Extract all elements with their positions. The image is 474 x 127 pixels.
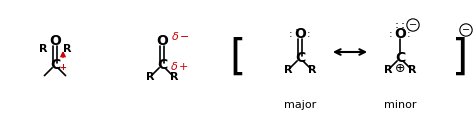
Text: .: . xyxy=(395,19,399,31)
Text: R: R xyxy=(39,44,47,54)
Text: ]: ] xyxy=(452,37,468,79)
Text: O: O xyxy=(394,27,406,41)
Text: O: O xyxy=(156,34,168,48)
Text: C: C xyxy=(395,51,405,65)
Text: C: C xyxy=(157,58,167,72)
Text: −: − xyxy=(409,20,417,30)
Text: minor: minor xyxy=(384,100,416,110)
Text: $\delta+$: $\delta+$ xyxy=(170,60,189,72)
Text: [: [ xyxy=(230,37,246,79)
Text: −: − xyxy=(462,25,470,35)
Text: .: . xyxy=(401,19,405,31)
Text: R: R xyxy=(63,44,71,54)
Text: .: . xyxy=(295,20,299,33)
Text: R: R xyxy=(284,65,292,75)
Text: :: : xyxy=(407,29,411,39)
Text: R: R xyxy=(384,65,392,75)
Text: O: O xyxy=(294,27,306,41)
Text: +: + xyxy=(60,64,66,73)
Text: R: R xyxy=(308,65,316,75)
Text: major: major xyxy=(284,100,316,110)
Text: .: . xyxy=(301,20,305,33)
Text: .: . xyxy=(395,13,399,27)
Text: :: : xyxy=(289,29,293,39)
Text: C: C xyxy=(50,58,60,72)
Text: R: R xyxy=(408,65,416,75)
Text: C: C xyxy=(295,51,305,65)
Text: R: R xyxy=(170,72,178,82)
Text: :: : xyxy=(307,29,311,39)
Text: .: . xyxy=(401,13,405,27)
Text: O: O xyxy=(49,34,61,48)
Text: :: : xyxy=(389,29,393,39)
Text: $\delta-$: $\delta-$ xyxy=(171,30,190,42)
Text: R: R xyxy=(146,72,154,82)
Text: ⊕: ⊕ xyxy=(395,62,405,75)
